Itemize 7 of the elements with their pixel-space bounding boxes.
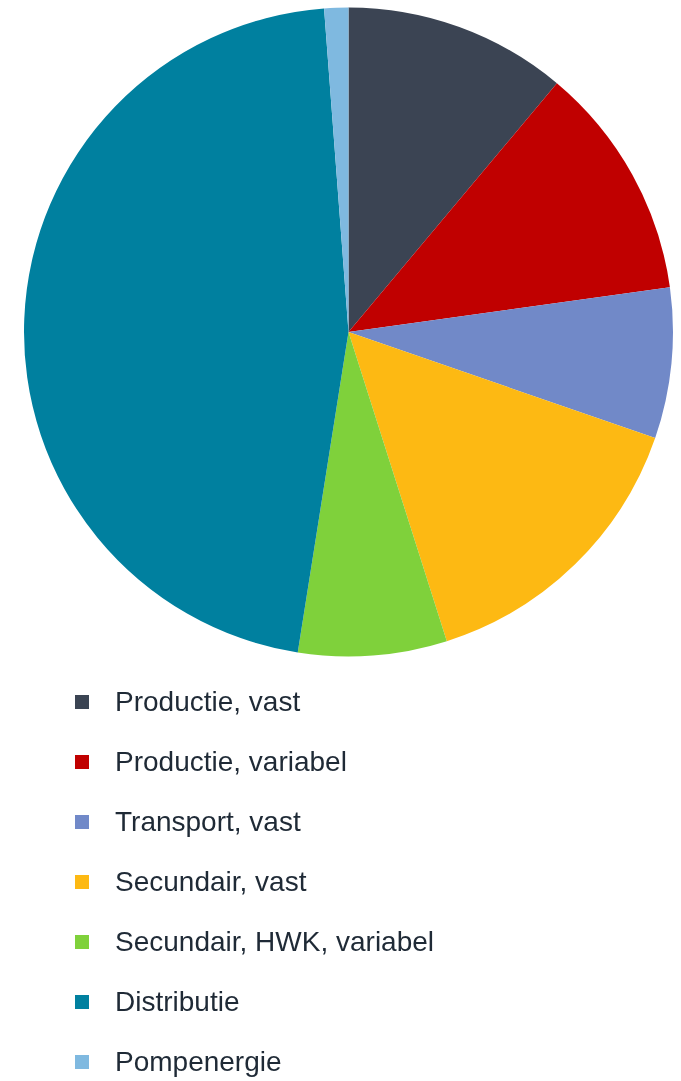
legend-label: Productie, vast (115, 686, 301, 718)
legend-label: Secundair, vast (115, 866, 307, 898)
legend-label: Productie, variabel (115, 746, 347, 778)
legend-label: Transport, vast (115, 806, 301, 838)
legend-label: Distributie (115, 986, 240, 1018)
legend-label: Secundair, HWK, variabel (115, 926, 435, 958)
legend-label: Pompenergie (115, 1046, 282, 1078)
